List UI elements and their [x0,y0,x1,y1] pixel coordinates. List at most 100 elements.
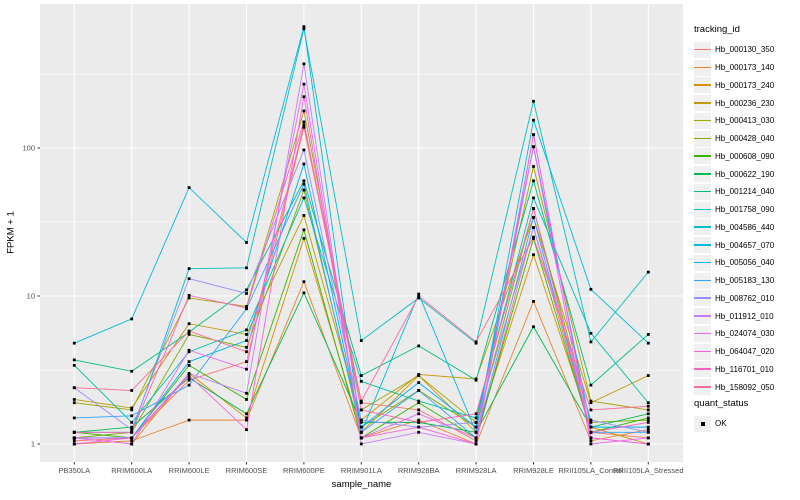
data-point[interactable] [187,333,191,336]
data-point[interactable] [417,292,421,296]
data-point[interactable] [130,369,134,373]
data-point[interactable] [245,398,248,401]
data-point[interactable] [72,358,76,362]
data-point[interactable] [532,145,535,149]
data-point[interactable] [532,165,535,168]
data-point[interactable] [532,118,535,122]
data-point[interactable] [474,416,478,420]
data-point[interactable] [589,287,593,291]
data-point[interactable] [187,371,191,375]
data-point[interactable] [474,436,478,440]
data-point[interactable] [589,401,593,405]
data-point[interactable] [417,344,421,348]
legend-entry-Hb_000622_190[interactable]: Hb_000622_190 [694,165,800,183]
legend-entry-Hb_001214_040[interactable]: Hb_001214_040 [694,183,800,201]
data-point[interactable] [245,428,248,432]
data-point[interactable] [589,442,593,446]
legend-entry-Hb_004657_070[interactable]: Hb_004657_070 [694,236,800,254]
data-point[interactable] [646,341,650,345]
data-point[interactable] [646,418,650,422]
data-point[interactable] [130,408,134,412]
data-point[interactable] [72,439,76,443]
legend-entry-Hb_005056_040[interactable]: Hb_005056_040 [694,254,800,272]
legend-entry-Hb_116701_010[interactable]: Hb_116701_010 [694,361,800,379]
data-point[interactable] [187,186,191,190]
data-point[interactable] [417,418,421,422]
data-point[interactable] [532,299,535,303]
data-point[interactable] [130,389,134,392]
data-point[interactable] [130,406,134,410]
data-point[interactable] [359,374,363,377]
data-point[interactable] [72,442,76,446]
data-point[interactable] [302,188,306,192]
data-point[interactable] [532,99,535,103]
data-point[interactable] [417,294,421,298]
data-point[interactable] [474,439,478,443]
data-point[interactable] [302,237,306,240]
data-point[interactable] [245,292,248,295]
data-point[interactable] [589,420,593,424]
data-point[interactable] [417,381,421,384]
data-point[interactable] [187,293,191,297]
data-point[interactable] [245,360,248,364]
data-point[interactable] [589,430,593,434]
data-point[interactable] [130,439,134,443]
data-point[interactable] [187,350,191,354]
data-point[interactable] [417,374,421,377]
data-point[interactable] [646,404,650,408]
data-point[interactable] [589,383,593,387]
data-point[interactable] [302,196,306,200]
legend-entry-Hb_004586_440[interactable]: Hb_004586_440 [694,219,800,237]
data-point[interactable] [302,120,306,124]
data-point[interactable] [130,436,134,440]
data-point[interactable] [646,416,650,420]
data-point[interactable] [302,179,306,183]
data-point[interactable] [302,123,306,127]
data-point[interactable] [532,226,535,229]
legend-entry-Hb_000130_350[interactable]: Hb_000130_350 [694,41,800,59]
data-point[interactable] [589,331,593,335]
data-point[interactable] [359,379,363,383]
legend-entry-Hb_011912_010[interactable]: Hb_011912_010 [694,307,800,325]
data-point[interactable] [532,179,535,183]
data-point[interactable] [245,345,248,349]
data-point[interactable] [474,420,478,424]
data-point[interactable] [187,374,191,377]
data-point[interactable] [130,428,134,432]
data-point[interactable] [646,401,650,405]
data-point[interactable] [532,133,535,137]
data-point[interactable] [474,340,478,344]
data-point[interactable] [589,439,593,443]
data-point[interactable] [187,329,191,333]
data-point[interactable] [359,420,363,424]
legend-entry-Hb_158092_050[interactable]: Hb_158092_050 [694,378,800,396]
data-point[interactable] [245,333,248,336]
data-point[interactable] [187,378,191,382]
data-point[interactable] [589,408,593,412]
data-point[interactable] [302,228,306,232]
data-point[interactable] [130,430,134,434]
legend-entry-Hb_000173_240[interactable]: Hb_000173_240 [694,77,800,95]
data-point[interactable] [359,418,363,422]
data-point[interactable] [646,442,650,446]
legend-entry-ok[interactable]: OK [694,415,800,433]
data-point[interactable] [187,322,191,326]
data-point[interactable] [646,420,650,424]
data-point[interactable] [474,412,478,416]
data-point[interactable] [302,214,306,217]
data-point[interactable] [532,235,535,239]
data-point[interactable] [245,306,248,310]
data-point[interactable] [130,425,134,429]
data-point[interactable] [187,277,191,281]
data-point[interactable] [187,363,191,367]
data-point[interactable] [187,267,191,271]
data-point[interactable] [359,436,363,440]
data-point[interactable] [417,420,421,424]
data-point[interactable] [646,374,650,377]
data-point[interactable] [646,412,650,416]
data-point[interactable] [646,333,650,336]
data-point[interactable] [302,25,306,29]
data-point[interactable] [589,340,593,344]
data-point[interactable] [245,391,248,395]
data-point[interactable] [72,386,76,390]
